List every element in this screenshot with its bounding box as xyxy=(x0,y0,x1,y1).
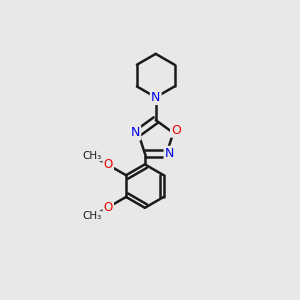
Text: CH₃: CH₃ xyxy=(82,212,102,221)
Text: O: O xyxy=(103,158,113,171)
Text: CH₃: CH₃ xyxy=(82,151,102,161)
Text: N: N xyxy=(165,147,174,160)
Text: N: N xyxy=(130,126,140,140)
Text: N: N xyxy=(151,91,160,104)
Text: O: O xyxy=(171,124,181,136)
Text: O: O xyxy=(103,201,113,214)
